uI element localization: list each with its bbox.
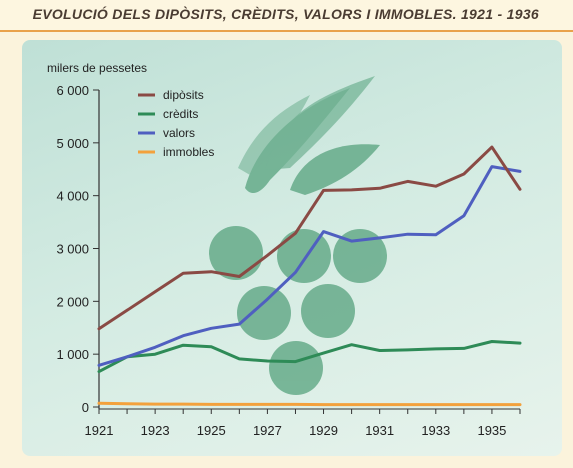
x-tick-label: 1931 <box>365 423 394 438</box>
series-line-crèdits <box>97 340 522 374</box>
y-tick-label: 4 000 <box>56 189 89 204</box>
legend-label-valors: valors <box>163 126 195 140</box>
y-tick-label: 0 <box>82 400 89 415</box>
legend: dipòsits crèdits valors immobles <box>138 88 214 159</box>
x-tick-label: 1927 <box>253 423 282 438</box>
legend-label-crèdits: crèdits <box>163 107 198 121</box>
series-line-immobles <box>97 401 522 407</box>
title-band <box>0 0 573 32</box>
chart-title: EVOLUCIÓ DELS DIPÒSITS, CRÈDITS, VALORS … <box>32 6 539 22</box>
x-tick-label: 1921 <box>85 423 114 438</box>
y-tick-label: 2 000 <box>56 294 89 309</box>
legend-label-immobles: immobles <box>163 145 214 159</box>
x-tick-label: 1925 <box>197 423 226 438</box>
x-tick-label: 1923 <box>141 423 170 438</box>
y-tick-label: 6 000 <box>56 83 89 98</box>
series-lines <box>97 145 522 407</box>
y-tick-label: 3 000 <box>56 242 89 257</box>
x-tick-label: 1933 <box>421 423 450 438</box>
y-tick-label: 5 000 <box>56 136 89 151</box>
x-tick-label: 1935 <box>477 423 506 438</box>
series-line-valors <box>97 165 522 367</box>
y-tick-label: 1 000 <box>56 347 89 362</box>
y-axis-label: milers de pessetes <box>47 61 147 75</box>
series-line-dipòsits <box>97 145 522 331</box>
x-tick-label: 1929 <box>309 423 338 438</box>
watermark-logo <box>209 76 387 395</box>
legend-label-dipòsits: dipòsits <box>163 88 204 102</box>
axes: 0 1 000 2 000 3 000 4 000 5 000 6 000 1921 1923 1… <box>56 83 521 438</box>
